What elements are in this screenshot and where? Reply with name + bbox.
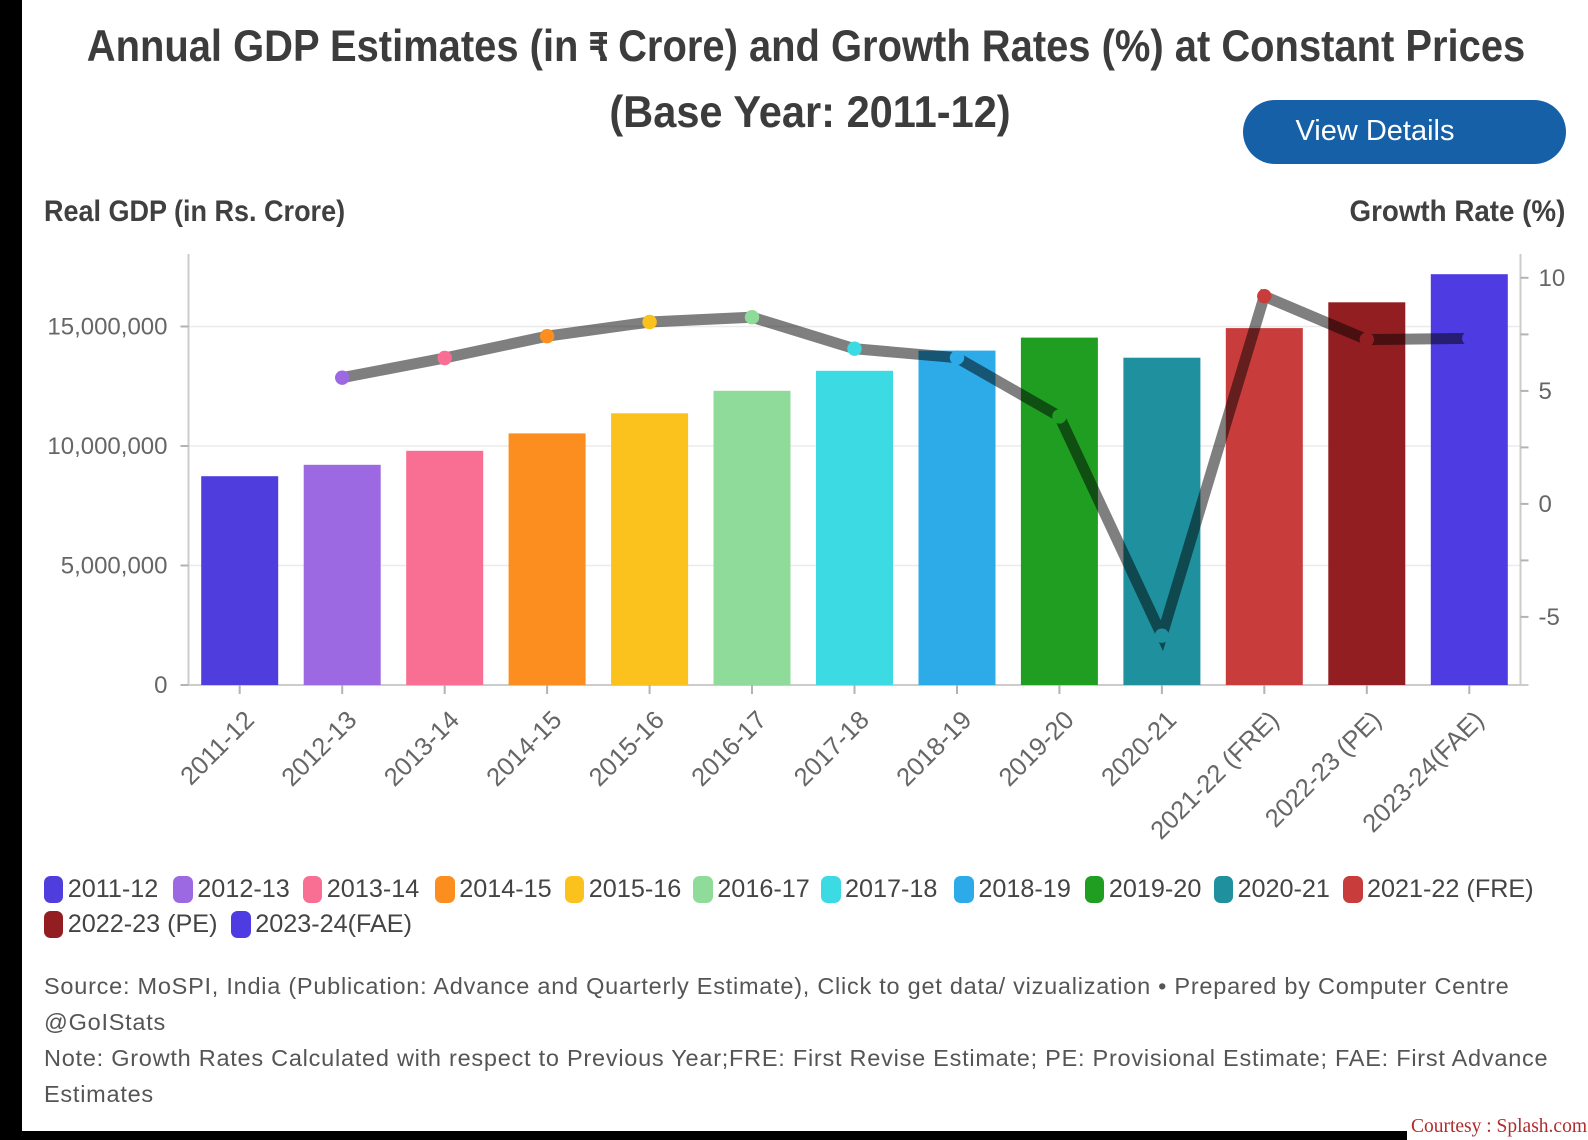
svg-text:2017-18: 2017-18: [789, 706, 875, 792]
svg-text:10,000,000: 10,000,000: [47, 433, 167, 460]
svg-text:2015-16: 2015-16: [584, 706, 670, 792]
svg-text:2019-20: 2019-20: [994, 706, 1080, 792]
svg-text:0: 0: [154, 672, 167, 699]
svg-text:2020-21: 2020-21: [1096, 706, 1182, 792]
svg-text:2014-15: 2014-15: [481, 706, 567, 792]
svg-text:5,000,000: 5,000,000: [61, 553, 168, 580]
svg-text:2016-17: 2016-17: [686, 706, 772, 792]
svg-text:5: 5: [1539, 378, 1552, 405]
svg-text:10: 10: [1539, 265, 1566, 292]
svg-text:2013-14: 2013-14: [379, 706, 465, 792]
svg-text:15,000,000: 15,000,000: [47, 314, 167, 341]
svg-text:-5: -5: [1539, 604, 1560, 631]
svg-text:2011-12: 2011-12: [175, 706, 260, 791]
svg-text:2018-19: 2018-19: [891, 706, 977, 792]
svg-text:0: 0: [1539, 491, 1552, 518]
svg-text:2012-13: 2012-13: [276, 706, 362, 792]
